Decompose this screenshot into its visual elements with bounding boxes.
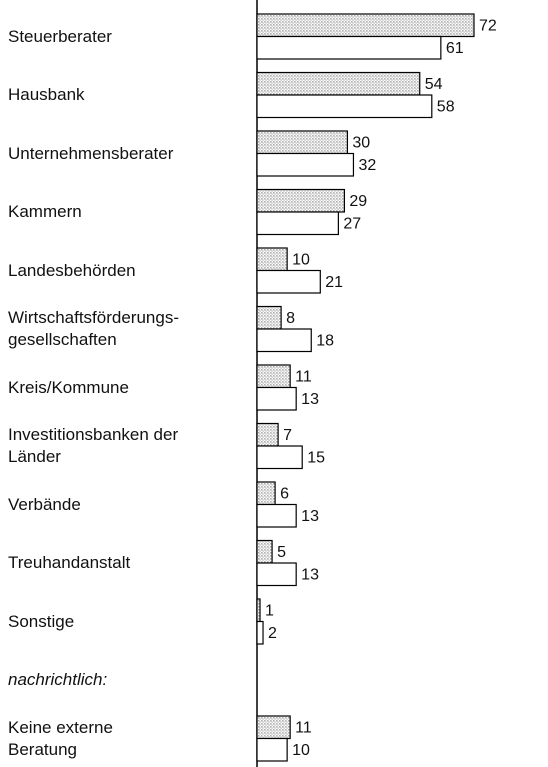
bar — [256, 715, 291, 740]
bar — [256, 737, 288, 762]
bar — [256, 94, 433, 119]
category-label: Steuerberater — [8, 26, 112, 46]
bar — [256, 539, 273, 564]
bar — [256, 269, 321, 294]
value-label: 11 — [295, 719, 312, 736]
bar — [256, 598, 261, 623]
category-label: Kreis/Kommune — [8, 377, 129, 397]
value-label: 10 — [292, 742, 310, 759]
category-label: Landesbehörden — [8, 260, 136, 280]
value-label: 58 — [437, 98, 455, 115]
value-label: 27 — [343, 215, 361, 232]
bar — [256, 188, 346, 213]
bar — [256, 35, 442, 60]
value-label: 32 — [358, 157, 376, 174]
value-label: 13 — [301, 391, 319, 408]
value-label: 2 — [268, 625, 277, 642]
category-label: Sonstige — [8, 611, 75, 631]
bar — [256, 386, 297, 411]
bar — [256, 620, 264, 645]
bar — [256, 71, 421, 96]
annotation: nachrichtlich: — [8, 670, 108, 689]
bar — [256, 445, 303, 470]
category-label: Verbände — [8, 494, 81, 514]
value-label: 29 — [349, 193, 367, 210]
category-label: Investitionsbanken der Länder — [8, 425, 179, 466]
value-label: 6 — [280, 485, 289, 502]
bar — [256, 152, 355, 177]
category-label: Hausbank — [8, 85, 85, 104]
bar — [256, 364, 291, 389]
bar — [256, 305, 282, 330]
value-label: 5 — [277, 544, 286, 561]
value-label: 61 — [446, 40, 464, 57]
value-label: 15 — [307, 449, 325, 466]
category-label: Kammern — [8, 202, 82, 221]
bar — [256, 211, 339, 236]
value-label: 21 — [325, 274, 343, 291]
value-label: 13 — [301, 566, 319, 583]
value-label: 30 — [352, 134, 370, 151]
bar — [256, 13, 475, 38]
value-label: 72 — [479, 17, 497, 34]
bar — [256, 328, 312, 353]
bar — [256, 247, 288, 272]
category-label: Wirtschaftsförderungs- gesellschaften — [8, 308, 179, 349]
value-label: 13 — [301, 508, 319, 525]
value-label: 11 — [295, 368, 312, 385]
value-label: 7 — [283, 427, 292, 444]
bar — [256, 481, 276, 506]
bar — [256, 422, 279, 447]
value-label: 18 — [316, 332, 334, 349]
bar — [256, 130, 349, 155]
bar — [256, 562, 297, 587]
value-label: 54 — [425, 76, 443, 93]
category-label: Treuhandanstalt — [8, 553, 131, 572]
bar — [256, 503, 297, 528]
value-label: 10 — [292, 251, 310, 268]
category-label: Unternehmensberater — [8, 143, 174, 163]
category-label: Keine externe Beratung — [8, 717, 113, 759]
value-label: 8 — [286, 310, 295, 327]
value-label: 1 — [265, 602, 274, 619]
